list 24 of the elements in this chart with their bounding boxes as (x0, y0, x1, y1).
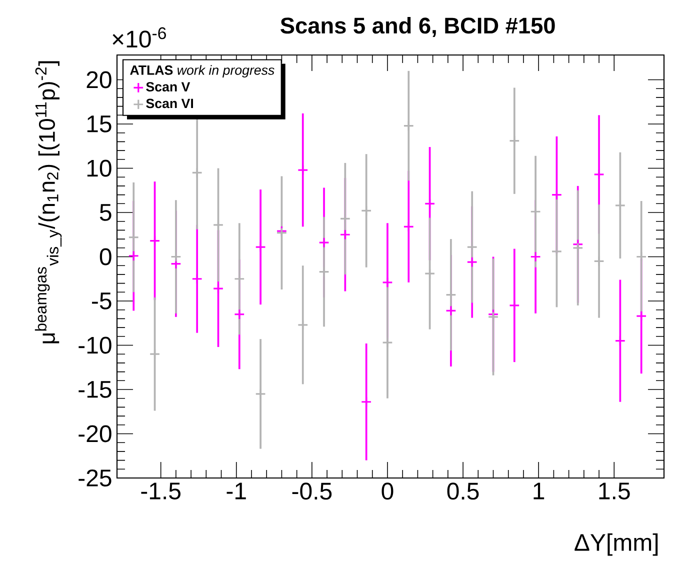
y-tick-label: 0 (100, 248, 112, 266)
legend-label: Scan V (146, 82, 190, 92)
y-tick-label: 10 (87, 160, 112, 177)
x-tick-label: -1 (226, 482, 246, 500)
y-tick-label: -10 (78, 336, 112, 354)
text: μ$^{beamgas}$$_{vis_y}$/(n$_{1}$n$_{2}$) [(10$^{11}$p)$^{-2}$] (34, 61, 62, 344)
x-tick-label: 1 (534, 482, 544, 500)
x-tick-label: 1.5 (599, 482, 630, 500)
text: ×10$^{-6}$ (112, 27, 166, 48)
y-tick-label: -15 (78, 381, 112, 398)
y-tick-label: -25 (78, 469, 112, 486)
x-tick-label: -0.5 (292, 482, 332, 500)
x-tick-label: 0 (382, 482, 394, 500)
x-tick-label: 0.5 (447, 482, 479, 500)
chart-title: Scans 5 and 6, BCID #150 (280, 17, 555, 37)
y-tick-label: 20 (86, 71, 112, 88)
legend-title: ATLAS work in progress (130, 65, 274, 78)
y-tick-label: -20 (78, 425, 112, 442)
y-tick-label: 5 (100, 204, 112, 221)
legend-label: Scan VI (146, 98, 193, 108)
y-tick-label: -5 (92, 292, 112, 310)
x-tick-label: -1.5 (141, 482, 180, 500)
x-axis-title: ΔY[mm] (574, 533, 658, 556)
y-tick-label: 15 (87, 116, 112, 132)
